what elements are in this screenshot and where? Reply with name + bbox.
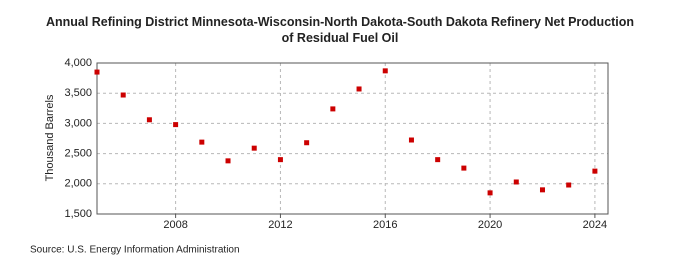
- point: [173, 122, 179, 128]
- point: [461, 165, 467, 171]
- y-tick-label: 2,500: [64, 148, 92, 160]
- point: [435, 157, 441, 163]
- point: [382, 68, 388, 74]
- chart-title: Annual Refining District Minnesota-Wisco…: [45, 15, 635, 45]
- point: [304, 140, 310, 146]
- point: [120, 92, 126, 98]
- point: [539, 187, 545, 193]
- x-tick-label: 2016: [373, 219, 397, 231]
- point: [146, 117, 152, 123]
- point: [251, 145, 257, 151]
- point: [408, 137, 414, 143]
- point: [277, 157, 283, 163]
- point: [330, 106, 336, 112]
- y-tick-label: 2,000: [64, 178, 92, 190]
- point: [566, 182, 572, 188]
- point: [487, 190, 493, 196]
- y-tick-label: 4,000: [64, 57, 92, 69]
- x-tick-label: 2024: [583, 219, 607, 231]
- point: [356, 86, 362, 92]
- plot-frame: [96, 62, 609, 215]
- point: [225, 158, 231, 164]
- source: Source: U.S. Energy Information Administ…: [30, 245, 240, 256]
- y-axis-label: Thousand Barrels: [44, 94, 56, 181]
- point: [94, 69, 100, 75]
- point: [199, 139, 205, 145]
- point: [513, 179, 519, 185]
- y-tick-label: 3,500: [64, 87, 92, 99]
- y-tick-label: 1,500: [64, 208, 92, 220]
- x-tick-label: 2020: [478, 219, 502, 231]
- x-tick-label: 2012: [268, 219, 292, 231]
- point: [592, 168, 598, 174]
- y-tick-label: 3,000: [64, 117, 92, 129]
- x-tick-label: 2008: [163, 219, 187, 231]
